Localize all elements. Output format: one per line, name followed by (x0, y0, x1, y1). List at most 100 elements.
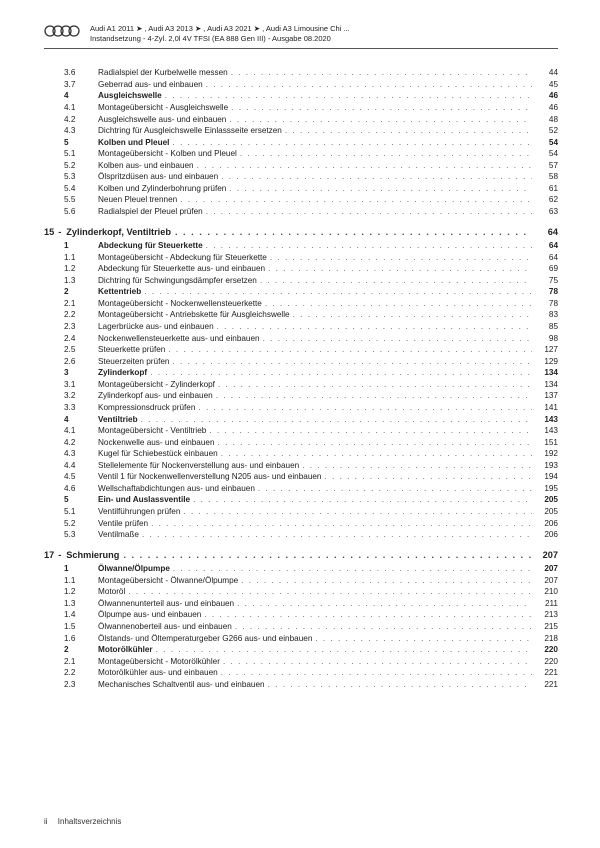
toc-page: 207 (532, 563, 558, 574)
toc-title: Radialspiel der Pleuel prüfen (98, 206, 206, 217)
toc-page: 61 (532, 183, 558, 194)
toc-title: Kompressionsdruck prüfen (98, 402, 198, 413)
toc-title: Ventiltrieb (98, 414, 141, 425)
toc-title: Zylinderkopf aus- und einbauen (98, 390, 216, 401)
toc-page: 134 (532, 379, 558, 390)
toc-number: 3.2 (44, 390, 98, 401)
toc-number: 5.4 (44, 183, 98, 194)
toc-row: 1.5Ölwannenoberteil aus- und einbauen. .… (44, 621, 558, 632)
toc-title: Steuerkette prüfen (98, 344, 168, 355)
toc-title: Zylinderkopf (98, 367, 150, 378)
leader-dots: . . . . . . . . . . . . . . . . . . . . … (223, 656, 532, 667)
toc-row: 2.3Lagerbrücke aus- und einbauen. . . . … (44, 321, 558, 332)
page-header: Audi A1 2011 ➤ , Audi A3 2013 ➤ , Audi A… (44, 24, 558, 49)
toc-row: 4.1Montageübersicht - Ausgleichswelle. .… (44, 102, 558, 113)
chapter-title: Schmierung (66, 550, 123, 560)
leader-dots: . . . . . . . . . . . . . . . . . . . . … (198, 402, 532, 413)
toc-number: 4.3 (44, 448, 98, 459)
toc-number: 1.3 (44, 598, 98, 609)
leader-dots: . . . . . . . . . . . . . . . . . . . . … (197, 160, 532, 171)
header-line-1: Audi A1 2011 ➤ , Audi A3 2013 ➤ , Audi A… (90, 24, 558, 34)
toc-title: Kolben und Zylinderbohrung prüfen (98, 183, 229, 194)
toc-row: 3.3Kompressionsdruck prüfen. . . . . . .… (44, 402, 558, 413)
toc-title: Ölwannenunterteil aus- und einbauen (98, 598, 237, 609)
chapter-number: 17 (44, 550, 58, 560)
toc-number: 5.1 (44, 506, 98, 517)
toc-page: 44 (532, 67, 558, 78)
toc-number: 2.2 (44, 667, 98, 678)
chapter-page: 207 (532, 550, 558, 560)
toc-number: 4.1 (44, 102, 98, 113)
toc-number: 5.5 (44, 194, 98, 205)
toc-row: 1.2Abdeckung für Steuerkette aus- und ei… (44, 263, 558, 274)
toc-title: Abdeckung für Steuerkette (98, 240, 206, 251)
toc-title: Montageübersicht - Ölwanne/Ölpumpe (98, 575, 241, 586)
toc-page: 62 (532, 194, 558, 205)
leader-dots: . . . . . . . . . . . . . . . . . . . . … (217, 321, 532, 332)
toc-row: 4Ventiltrieb. . . . . . . . . . . . . . … (44, 414, 558, 425)
toc-row: 1.1Montageübersicht - Abdeckung für Steu… (44, 252, 558, 263)
chapter-sep: - (58, 550, 66, 560)
leader-dots: . . . . . . . . . . . . . . . . . . . . … (206, 79, 532, 90)
toc-page: 206 (532, 518, 558, 529)
leader-dots: . . . . . . . . . . . . . . . . . . . . … (265, 298, 532, 309)
toc-title: Montageübersicht - Zylinderkopf (98, 379, 218, 390)
toc-page: 137 (532, 390, 558, 401)
toc-title: Motoröl (98, 586, 128, 597)
toc-page: 54 (532, 137, 558, 148)
header-line-2: Instandsetzung - 4-Zyl. 2,0l 4V TFSI (EA… (90, 34, 558, 44)
page-footer: ii Inhaltsverzeichnis (44, 817, 121, 826)
toc-number: 2.6 (44, 356, 98, 367)
toc-number: 1.1 (44, 252, 98, 263)
toc-title: Ventilführungen prüfen (98, 506, 183, 517)
toc-page: 192 (532, 448, 558, 459)
toc-row: 1.2Motoröl. . . . . . . . . . . . . . . … (44, 586, 558, 597)
toc-row: 3.7Geberrad aus- und einbauen. . . . . .… (44, 79, 558, 90)
leader-dots: . . . . . . . . . . . . . . . . . . . . … (206, 206, 532, 217)
toc-number: 3 (44, 367, 98, 378)
toc-title: Neuen Pleuel trennen (98, 194, 180, 205)
toc-title: Wellschaftabdichtungen aus- und einbauen (98, 483, 258, 494)
toc-row: 5.2Ventile prüfen. . . . . . . . . . . .… (44, 518, 558, 529)
leader-dots: . . . . . . . . . . . . . . . . . . . . … (165, 90, 532, 101)
chapter-heading: 17-Schmierung. . . . . . . . . . . . . .… (44, 550, 558, 560)
toc-number: 5.3 (44, 171, 98, 182)
toc-title: Ventil 1 für Nockenwellenverstellung N20… (98, 471, 324, 482)
leader-dots: . . . . . . . . . . . . . . . . . . . . … (270, 252, 532, 263)
toc-row: 4.2Ausgleichswelle aus- und einbauen. . … (44, 114, 558, 125)
chapter-title: Zylinderkopf, Ventiltrieb (66, 227, 175, 237)
toc-number: 1.5 (44, 621, 98, 632)
toc-title: Motorölkühler (98, 644, 156, 655)
leader-dots: . . . . . . . . . . . . . . . . . . . . … (324, 471, 532, 482)
leader-dots: . . . . . . . . . . . . . . . . . . . . … (173, 563, 532, 574)
leader-dots: . . . . . . . . . . . . . . . . . . . . … (240, 148, 532, 159)
toc-number: 4 (44, 90, 98, 101)
toc-number: 4.5 (44, 471, 98, 482)
toc-row: 3.1Montageübersicht - Zylinderkopf. . . … (44, 379, 558, 390)
toc-title: Montageübersicht - Motorölkühler (98, 656, 223, 667)
toc-page: 210 (532, 586, 558, 597)
toc-row: 3.6Radialspiel der Kurbelwelle messen. .… (44, 67, 558, 78)
toc-row: 1.4Ölpumpe aus- und einbauen. . . . . . … (44, 609, 558, 620)
toc-row: 2.4Nockenwellensteuerkette aus- und einb… (44, 333, 558, 344)
toc-row: 5.2Kolben aus- und einbauen. . . . . . .… (44, 160, 558, 171)
toc-number: 2 (44, 644, 98, 655)
leader-dots: . . . . . . . . . . . . . . . . . . . . … (221, 667, 532, 678)
audi-logo-icon (44, 25, 82, 37)
toc-row: 4.2Nockenwelle aus- und einbauen. . . . … (44, 437, 558, 448)
leader-dots: . . . . . . . . . . . . . . . . . . . . … (268, 679, 532, 690)
toc-row: 5Ein- und Auslassventile. . . . . . . . … (44, 494, 558, 505)
leader-dots: . . . . . . . . . . . . . . . . . . . . … (258, 483, 532, 494)
toc-title: Ölstands- und Öltemperaturgeber G266 aus… (98, 633, 315, 644)
leader-dots: . . . . . . . . . . . . . . . . . . . . … (302, 460, 532, 471)
toc-title: Abdeckung für Steuerkette aus- und einba… (98, 263, 268, 274)
toc-page: 98 (532, 333, 558, 344)
leader-dots: . . . . . . . . . . . . . . . . . . . . … (209, 425, 532, 436)
toc-row: 4.3Kugel für Schiebestück einbauen. . . … (44, 448, 558, 459)
toc-number: 5 (44, 137, 98, 148)
toc-title: Mechanisches Schaltventil aus- und einba… (98, 679, 268, 690)
toc-row: 5.5Neuen Pleuel trennen. . . . . . . . .… (44, 194, 558, 205)
toc-number: 1 (44, 563, 98, 574)
header-text: Audi A1 2011 ➤ , Audi A3 2013 ➤ , Audi A… (90, 24, 558, 44)
leader-dots: . . . . . . . . . . . . . . . . . . . . … (175, 227, 532, 237)
